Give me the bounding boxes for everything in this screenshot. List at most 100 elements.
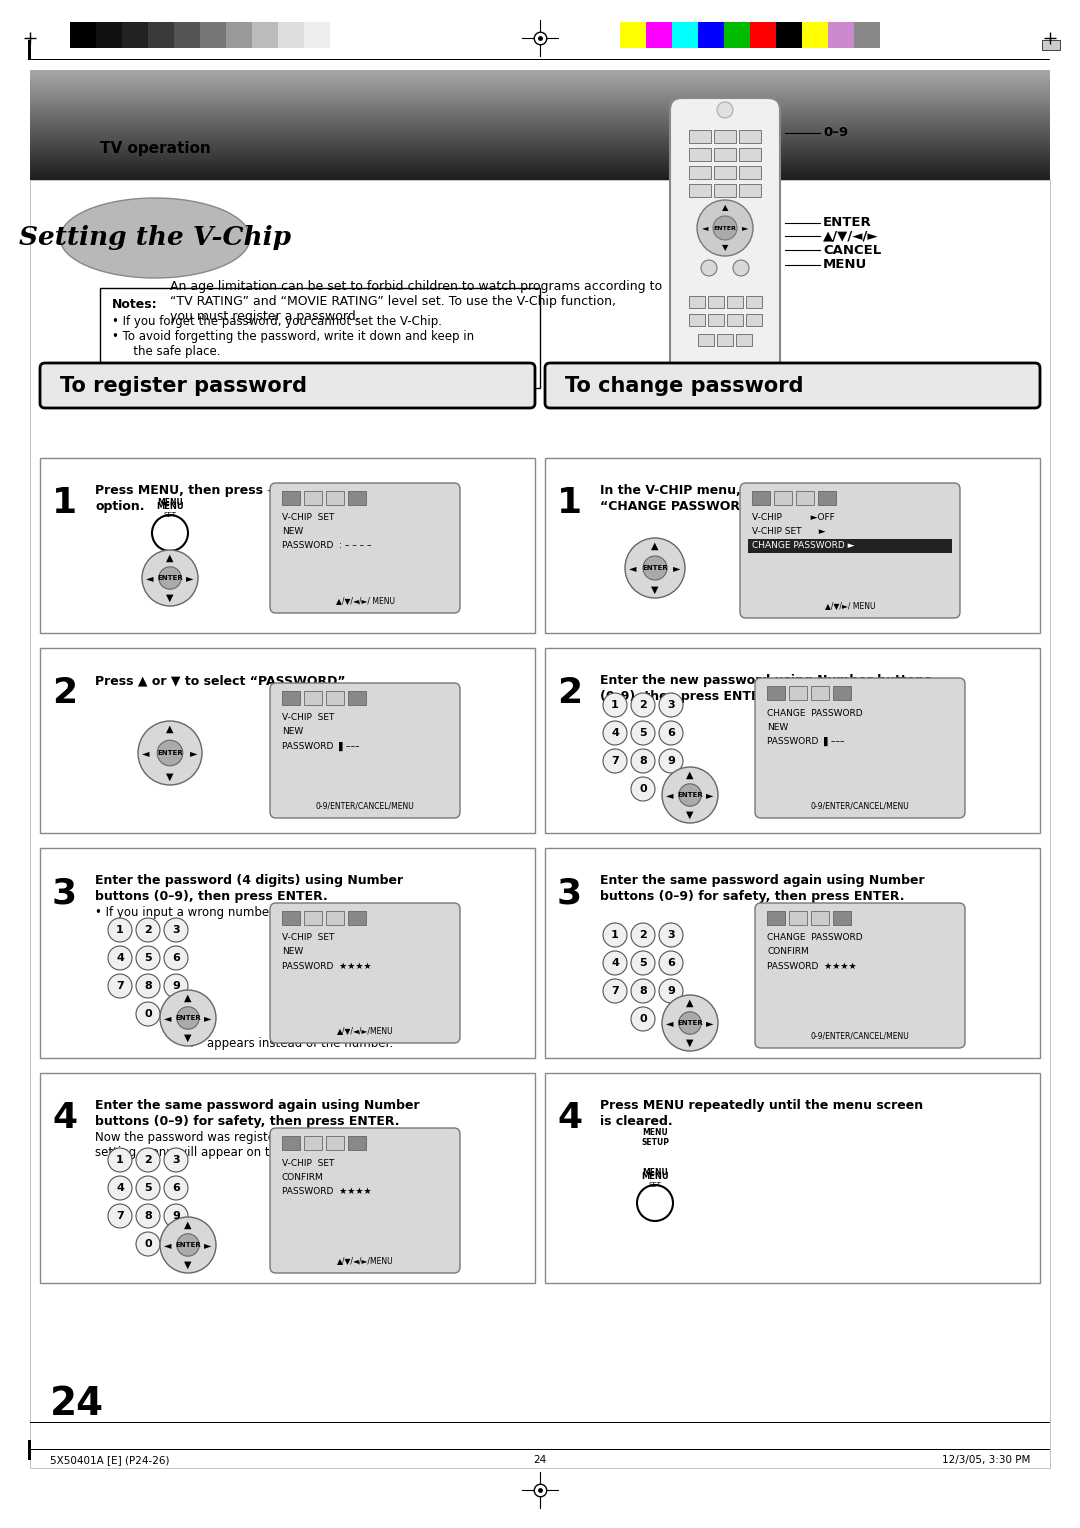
- Text: • To avoid forgetting the password, write it down and keep in: • To avoid forgetting the password, writ…: [112, 330, 474, 342]
- Bar: [545, 848, 1040, 1057]
- Text: 5: 5: [639, 727, 647, 738]
- FancyBboxPatch shape: [270, 483, 460, 613]
- Circle shape: [713, 215, 737, 240]
- Text: Press ▲ or ▼ to select “PASSWORD”.: Press ▲ or ▼ to select “PASSWORD”.: [95, 674, 350, 688]
- Text: MENU
SETUP: MENU SETUP: [156, 526, 184, 545]
- Bar: [708, 296, 724, 309]
- Text: ▼: ▼: [686, 1038, 693, 1048]
- Circle shape: [697, 200, 753, 257]
- Text: ◄: ◄: [666, 1018, 674, 1028]
- Text: 7: 7: [117, 1212, 124, 1221]
- Text: ▲/▼/◄/►: ▲/▼/◄/►: [823, 229, 879, 243]
- Text: In the V-CHIP menu, press ▲ or ▼ to select: In the V-CHIP menu, press ▲ or ▼ to sele…: [600, 484, 895, 497]
- Bar: [714, 148, 735, 160]
- Text: PASSWORD  ★★★★: PASSWORD ★★★★: [282, 961, 372, 970]
- Text: 3: 3: [557, 876, 582, 911]
- Text: MENU
SETUP: MENU SETUP: [642, 1128, 669, 1148]
- Bar: [777, 21, 802, 47]
- Bar: [708, 313, 724, 325]
- Text: Enter the same password again using Number: Enter the same password again using Numb…: [95, 1099, 420, 1112]
- Text: TV operation: TV operation: [100, 141, 211, 156]
- Text: CANCEL: CANCEL: [823, 243, 881, 257]
- Bar: [40, 458, 535, 633]
- Bar: [714, 130, 735, 144]
- Text: ▲: ▲: [166, 724, 174, 733]
- Bar: [739, 130, 761, 144]
- Text: setting menu will appear on the display.: setting menu will appear on the display.: [95, 1146, 333, 1160]
- Bar: [789, 686, 807, 700]
- Circle shape: [659, 923, 683, 947]
- Circle shape: [108, 1204, 132, 1229]
- Text: ◄: ◄: [630, 562, 637, 573]
- Bar: [717, 335, 733, 345]
- Text: V-CHIP  SET: V-CHIP SET: [282, 714, 335, 723]
- Text: ◄: ◄: [164, 1013, 172, 1024]
- Bar: [748, 539, 951, 553]
- Bar: [348, 1135, 366, 1151]
- Text: ▼: ▼: [185, 1261, 192, 1270]
- Circle shape: [108, 973, 132, 998]
- Text: V-CHIP SET      ►: V-CHIP SET ►: [752, 527, 825, 536]
- Text: buttons (0–9) for safety, then press ENTER.: buttons (0–9) for safety, then press ENT…: [600, 889, 905, 903]
- Text: “∗” appears instead of the number.: “∗” appears instead of the number.: [181, 1038, 393, 1050]
- Circle shape: [136, 918, 160, 941]
- Circle shape: [136, 1177, 160, 1199]
- Circle shape: [717, 102, 733, 118]
- Text: ▲: ▲: [185, 1219, 192, 1230]
- Text: option.: option.: [95, 500, 145, 513]
- Circle shape: [159, 567, 181, 590]
- Text: 9: 9: [172, 981, 180, 992]
- Circle shape: [160, 1216, 216, 1273]
- Text: V-CHIP          ►OFF: V-CHIP ►OFF: [752, 513, 835, 523]
- Text: ▼: ▼: [721, 243, 728, 252]
- Bar: [811, 686, 829, 700]
- Text: 2: 2: [144, 924, 152, 935]
- Bar: [774, 490, 792, 504]
- Text: Enter the new password using Number buttons: Enter the new password using Number butt…: [600, 674, 931, 688]
- Bar: [698, 21, 724, 47]
- Text: 7: 7: [611, 756, 619, 766]
- Text: ►: ►: [186, 573, 193, 584]
- Text: ENTER: ENTER: [643, 565, 667, 571]
- Circle shape: [164, 918, 188, 941]
- Text: CHANGE  PASSWORD: CHANGE PASSWORD: [767, 934, 863, 943]
- Text: 24: 24: [534, 1455, 546, 1465]
- Circle shape: [160, 990, 216, 1047]
- Text: ▲: ▲: [721, 203, 728, 212]
- Bar: [40, 648, 535, 833]
- Bar: [833, 911, 851, 924]
- Text: ▼: ▼: [166, 593, 174, 604]
- Text: 0-9/ENTER/CANCEL/MENU: 0-9/ENTER/CANCEL/MENU: [811, 1031, 909, 1041]
- Bar: [689, 313, 705, 325]
- Circle shape: [141, 550, 198, 607]
- Text: 8: 8: [639, 986, 647, 996]
- Text: PASSWORD  : – – – –: PASSWORD : – – – –: [282, 541, 372, 550]
- Bar: [739, 148, 761, 160]
- Text: 4: 4: [116, 1183, 124, 1193]
- Bar: [698, 335, 714, 345]
- Text: 5: 5: [145, 953, 152, 963]
- Circle shape: [603, 950, 627, 975]
- Text: ▲: ▲: [651, 541, 659, 552]
- Circle shape: [108, 918, 132, 941]
- Circle shape: [136, 1232, 160, 1256]
- Text: Enter the password (4 digits) using Number: Enter the password (4 digits) using Numb…: [95, 874, 403, 886]
- Text: MENU: MENU: [823, 258, 867, 272]
- Text: ►: ►: [190, 749, 198, 758]
- Text: 2: 2: [144, 1155, 152, 1164]
- Bar: [735, 335, 752, 345]
- Bar: [739, 167, 761, 179]
- Bar: [303, 911, 322, 924]
- Text: you must register a password.: you must register a password.: [170, 310, 360, 322]
- Text: 0–9: 0–9: [823, 127, 848, 139]
- Text: ◄: ◄: [666, 790, 674, 801]
- Bar: [174, 21, 200, 47]
- FancyBboxPatch shape: [270, 1128, 460, 1273]
- Text: • If you forget the password, you cannot set the V-Chip.: • If you forget the password, you cannot…: [112, 315, 442, 329]
- Bar: [282, 691, 300, 704]
- Text: 2: 2: [557, 675, 582, 711]
- Text: (0–9), then press ENTER.: (0–9), then press ENTER.: [600, 691, 774, 703]
- Text: ▲/▼/►/ MENU: ▲/▼/►/ MENU: [825, 602, 875, 611]
- Text: 2: 2: [639, 700, 647, 711]
- Text: 12/3/05, 3:30 PM: 12/3/05, 3:30 PM: [942, 1455, 1030, 1465]
